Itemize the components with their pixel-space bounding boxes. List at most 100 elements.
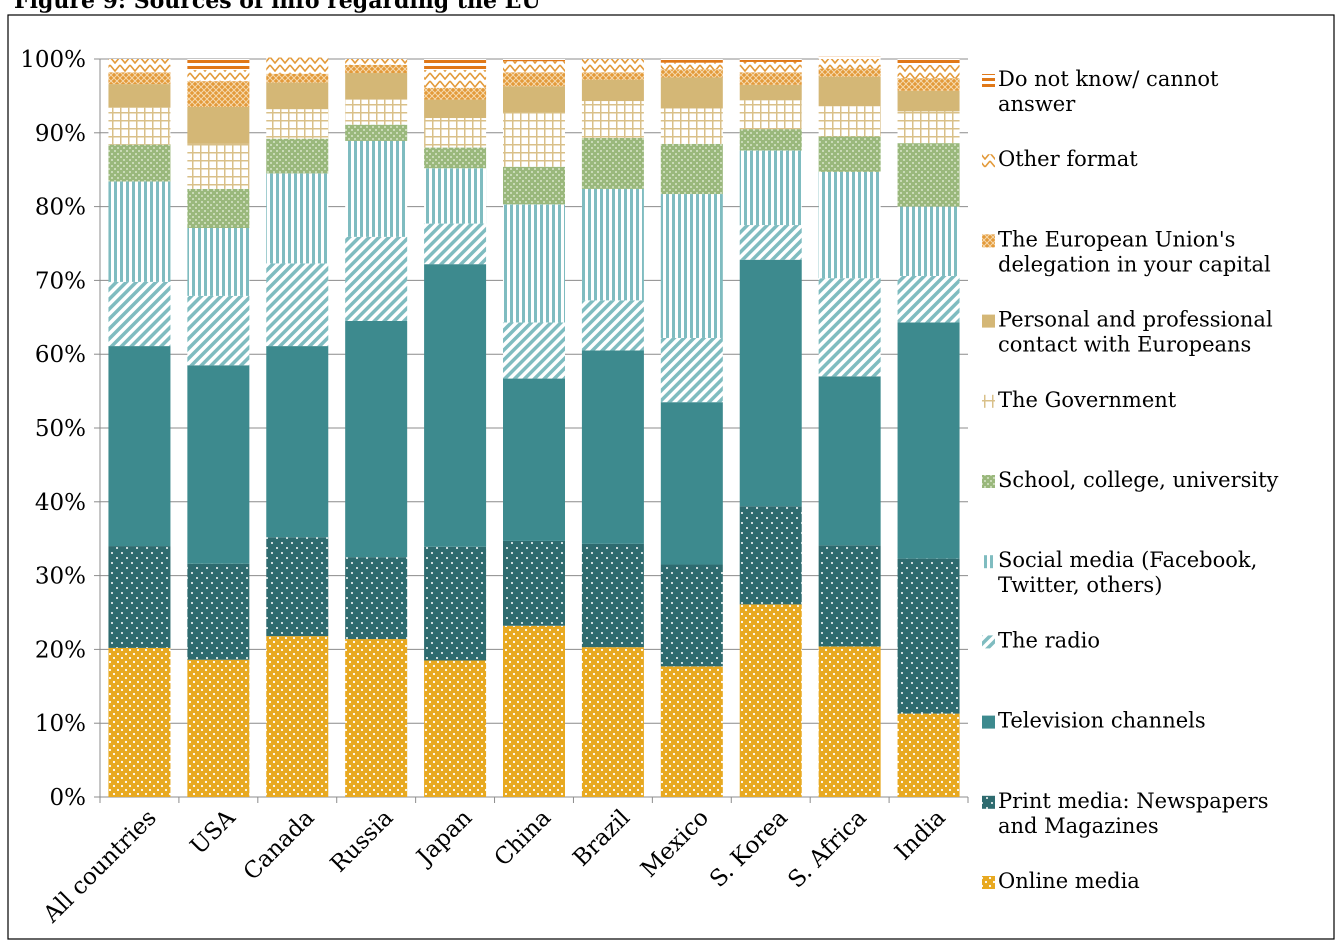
bar-segment [739,506,802,605]
bar-segment [503,166,565,205]
bar-segment [345,140,408,237]
bar-segment [108,181,171,282]
bar-segment [897,111,960,144]
bar-segment [266,346,329,538]
y-tick-label: 80% [35,195,86,221]
bar-segment [660,69,723,78]
bar-segment [108,281,171,347]
legend-label: Print media: Newspapers [998,789,1269,813]
bar-segment [266,138,329,174]
legend-label: Personal and professional [998,308,1273,332]
legend-label: Social media (Facebook, [998,548,1257,572]
x-tick-label: Mexico [636,805,714,883]
bar-segment [424,87,487,100]
bar-segment [345,124,408,141]
legend-label: The European Union's [998,227,1235,251]
bar-segment [345,236,408,321]
bar-segment [818,376,881,546]
legend-swatch [982,635,995,649]
bar-segment [818,646,881,797]
bar-segment [187,81,250,107]
page-title: Figure 9: Sources of info regarding the … [14,0,541,14]
legend-label: contact with Europeans [998,333,1251,357]
bar-segment [424,147,487,169]
bar-segment [581,137,644,189]
bar-segment [739,259,802,507]
bar-segment [660,402,723,565]
bar-segment [503,540,565,626]
bar-segment [187,70,250,82]
bar-segment [739,100,802,130]
bar-segment [266,82,329,110]
legend-label: and Magazines [998,814,1159,838]
bar-segment [345,320,408,558]
bar-segment [108,84,171,108]
bar-segment [345,73,408,100]
bar-segment [581,59,644,73]
legend-swatch [982,795,995,809]
bar-segment [345,64,408,74]
bar-segment [108,72,171,85]
bar-segment [503,59,565,62]
bar-segment [187,106,250,144]
bar-segment [897,59,960,65]
bar-segment [739,225,802,260]
bar-segment [581,647,644,797]
bar-segment [266,173,329,264]
bar-segment [818,106,881,137]
bar-segment [108,59,171,73]
legend-label: answer [998,92,1076,116]
bar-segment [187,563,250,660]
bar-segment [266,636,329,797]
bar-segment [503,322,565,379]
bar-segment [818,56,881,59]
bar-segment [424,59,487,71]
bar-segment [424,660,487,797]
bar-segment [660,337,723,403]
bar-segment [739,604,802,797]
bar-segment [897,206,960,276]
bar-segment [503,625,565,797]
bar-segment [503,61,565,73]
bar-segment [897,275,960,323]
bar-segment [424,223,487,265]
bar-segment [818,68,881,77]
y-tick-label: 0% [50,785,87,811]
bar-segment [818,136,881,172]
bar-segment [345,99,408,125]
bar-segment [503,72,565,87]
y-tick-label: 90% [35,121,86,147]
bar-segment [108,647,171,797]
bar-segment [424,264,487,547]
x-tick-label: S. Africa [783,805,872,894]
legend-label: Television channels [998,709,1206,733]
bar-segment [187,659,250,797]
bar-segment [108,144,171,182]
bar-segment [581,101,644,138]
bar-segment [897,713,960,797]
bar-segment [581,72,644,80]
bar-segment [503,86,565,113]
legend-swatch [982,314,995,328]
legend-swatch [982,876,995,889]
bar-segment [266,109,329,139]
bar-segment [503,112,565,167]
bar-segment [660,143,723,195]
legend-label: Online media [998,869,1140,893]
y-tick-label: 50% [35,416,86,442]
legend-swatch [982,555,995,569]
x-tick-label: India [890,805,951,866]
bar-segment [739,150,802,226]
bar-segment [108,346,171,547]
bar-segment [424,118,487,148]
bar-segment [818,59,881,69]
bar-segment [660,666,723,797]
bar-segment [818,545,881,647]
bar-segment [266,73,329,83]
x-tick-label: Russia [326,805,399,878]
bar-segment [897,78,960,91]
x-tick-label: China [490,805,557,872]
legend-label: delegation in your capital [998,252,1271,276]
bar-segment [108,546,171,648]
